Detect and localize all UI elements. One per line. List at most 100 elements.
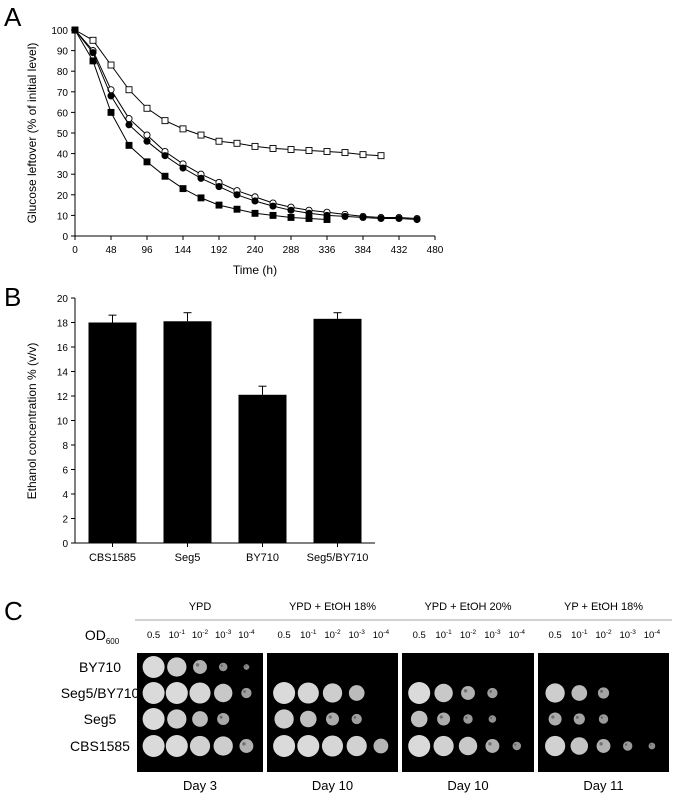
y-tick-label: 2 [62,515,68,526]
bar [88,322,137,543]
data-point [161,172,169,180]
x-tick-label: 144 [175,245,192,256]
data-point [161,152,169,160]
colony-gap [575,715,579,719]
data-point [125,86,133,94]
condition-label: YPD [189,601,212,613]
y-tick-label: 8 [62,441,68,452]
category-label: BY710 [246,552,279,564]
colony-spot [326,712,339,726]
colony-gap [600,716,604,719]
y-tick-label: 0 [62,539,68,550]
colony-spot [241,687,252,699]
colony-gap [220,664,223,667]
colony-gap [328,715,332,719]
dilution-label: 10-2 [192,629,209,641]
dilution-label: 10-3 [215,629,232,641]
data-point [179,164,187,172]
data-point [359,213,367,222]
plate [538,653,669,772]
category-label: Seg5 [175,552,201,564]
x-tick-label: 240 [247,245,264,256]
day-label: Day 10 [447,778,488,793]
x-tick-label: 288 [283,245,300,256]
data-point [395,214,403,223]
data-point [179,125,187,133]
data-point [197,174,205,182]
data-point [143,104,151,112]
panel-label-b: B [4,282,21,312]
x-tick-label: 0 [72,245,78,256]
data-point [269,202,277,210]
data-point [89,36,97,44]
colony-gap [465,716,468,719]
dilution-label: 10-1 [435,629,452,641]
colony-spot [193,660,207,674]
x-tick-label: 96 [141,245,153,256]
colony-gap [244,665,247,667]
bar [238,394,287,543]
data-point [305,215,313,222]
condition-label: YPD + EtOH 20% [424,601,511,613]
colony-spot [321,735,344,757]
colony-spot [434,683,453,703]
x-tick-label: 432 [391,245,408,256]
data-point [125,141,133,149]
data-point [323,148,331,155]
spot-assay: YPD Day 3 YPD + EtOH 18% Day 10 YPD + EtOH 2… [61,601,672,793]
condition-label: YP + EtOH 18% [564,601,643,613]
plate [267,653,398,772]
data-point [215,137,223,145]
data-point [143,131,151,139]
colony-spot [545,683,565,703]
plate [137,653,263,772]
colony-spot [570,737,589,755]
category-label: Seg5/BY710 [307,552,369,564]
colony-gap [463,689,468,693]
data-point [215,183,223,191]
series-filled-square [71,26,331,223]
ethanol-bar-chart: 0 2 4 6 8 10 12 14 16 18 20 CBS1585 Seg5 BY710 Seg5/B… [25,294,375,564]
data-point [233,191,241,199]
y-tick-label: 50 [57,129,69,140]
colony-spot [463,714,473,724]
y-tick-label: 18 [57,319,69,330]
data-point [377,214,385,223]
dilution-label: 10-2 [324,629,341,641]
data-point [287,146,295,153]
panel-label-a: A [4,2,22,32]
strain-label: Seg5/BY710 [61,685,140,701]
y-tick-label: 20 [57,294,69,305]
dilution-label: 10-4 [238,629,255,641]
colony-spot [408,682,431,704]
data-point [161,117,169,125]
data-point [305,147,313,154]
colony-spot [573,713,585,725]
glucose-line-chart: 0 10 20 30 40 50 60 70 80 90 100 0 48 96 144 192 240 288… [25,26,444,277]
colony-spot [487,687,498,699]
colony-spot [410,710,428,728]
bar [313,318,362,543]
dilution-label: 0.5 [147,630,160,641]
data-point [197,194,205,202]
colony-spot [189,735,211,757]
strain-label: BY710 [79,659,121,675]
data-point [377,152,385,160]
colony-spot [142,682,165,704]
data-point [251,197,259,205]
x-tick-label: 336 [319,245,336,256]
colony-spot [373,738,389,754]
colony-spot [548,712,562,726]
colony-spot [433,735,454,757]
plate [402,653,534,772]
series-open-circle [71,26,421,223]
colony-spot [189,682,211,704]
colony-gap [488,742,492,746]
data-point [233,139,241,147]
colony-spot [297,682,319,704]
day-label: Day 10 [312,778,353,793]
colony-spot [512,741,522,751]
colony-gap [439,715,443,719]
y-tick-label: 10 [57,417,69,428]
